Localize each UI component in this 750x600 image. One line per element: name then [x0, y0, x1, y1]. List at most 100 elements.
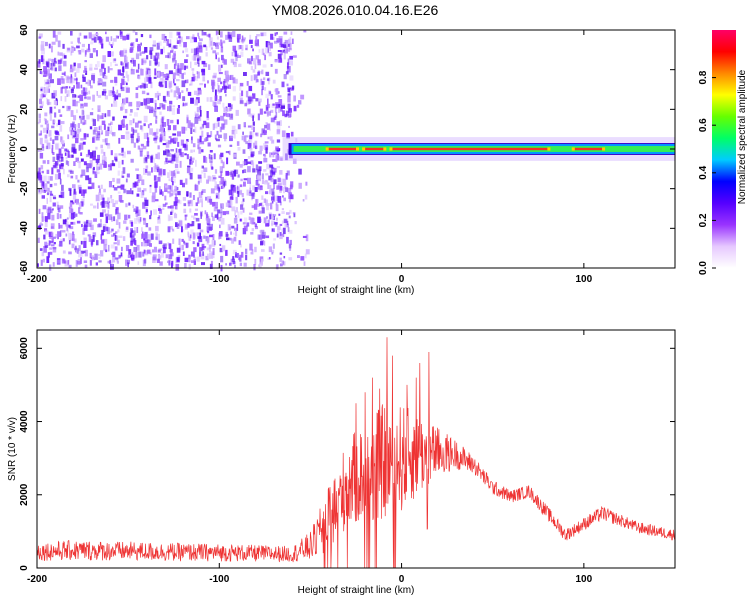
spectrogram-noise-cell — [71, 154, 74, 158]
spectrogram-noise-cell — [269, 136, 273, 141]
spectrogram-noise-cell — [59, 114, 63, 117]
spectrogram-noise-cell — [251, 205, 255, 209]
spectrogram-noise-cell — [51, 148, 54, 154]
spectrogram-noise-cell — [112, 257, 116, 263]
spectrogram-noise-cell — [129, 48, 133, 53]
spectrogram-noise-cell — [189, 156, 192, 161]
spectrogram-noise-cell — [203, 44, 207, 48]
spectrogram-noise-cell — [120, 106, 123, 111]
spectrogram-noise-cell — [152, 256, 156, 263]
spectrogram-noise-cell — [104, 201, 107, 208]
spectrogram-noise-cell — [54, 57, 57, 63]
spectrogram-noise-cell — [208, 244, 212, 249]
spectrogram-noise-cell — [41, 101, 44, 107]
spectrogram-noise-cell — [298, 182, 302, 189]
spectrogram-noise-cell — [147, 124, 150, 129]
spectrogram-noise-cell — [249, 131, 252, 137]
spectrogram-noise-cell — [214, 181, 217, 189]
spectrogram-noise-cell — [261, 89, 263, 96]
spectrogram-noise-cell — [184, 59, 188, 63]
spectrogram-x-tick-label: -100 — [209, 274, 229, 285]
spectrogram-noise-cell — [53, 119, 56, 124]
spectrogram-noise-cell — [230, 135, 234, 139]
spectrogram-noise-cell — [112, 91, 115, 98]
spectrogram-noise-cell — [43, 117, 46, 121]
spectrogram-noise-cell — [236, 141, 240, 146]
spectrogram-noise-cell — [139, 52, 142, 56]
spectrogram-noise-cell — [216, 31, 219, 35]
spectrogram-noise-cell — [156, 167, 159, 173]
spectrogram-noise-cell — [91, 74, 95, 81]
spectrogram-noise-cell — [234, 264, 236, 268]
spectrogram-noise-cell — [229, 196, 234, 200]
spectrogram-noise-cell — [83, 241, 87, 248]
spectrogram-noise-cell — [197, 144, 200, 150]
spectrogram-noise-cell — [268, 103, 271, 109]
spectrogram-noise-cell — [140, 42, 142, 46]
spectrogram-noise-cell — [239, 98, 243, 104]
spectrogram-noise-cell — [242, 207, 245, 213]
spectrogram-noise-cell — [263, 77, 266, 81]
spectrogram-noise-cell — [51, 144, 54, 149]
spectrogram-noise-cell — [46, 127, 49, 134]
spectrogram-noise-cell — [84, 92, 87, 98]
spectrogram-noise-cell — [83, 110, 85, 118]
spectrogram-noise-cell — [210, 42, 214, 46]
spectrogram-noise-cell — [227, 200, 230, 203]
spectrogram-noise-cell — [114, 246, 118, 251]
spectrogram-noise-cell — [203, 138, 207, 142]
spectrogram-noise-cell — [74, 101, 78, 107]
spectrogram-noise-cell — [193, 149, 195, 153]
spectrogram-noise-cell — [133, 129, 138, 133]
spectrogram-noise-cell — [170, 205, 174, 209]
spectrogram-noise-cell — [259, 262, 262, 268]
spectrogram-noise-cell — [146, 141, 150, 147]
spectrogram-noise-cell — [163, 74, 168, 78]
spectrogram-noise-cell — [203, 167, 208, 172]
spectrogram-noise-cell — [230, 104, 233, 110]
spectrogram-noise-cell — [79, 212, 83, 215]
spectrogram-noise-cell — [141, 233, 145, 239]
spectrogram-noise-cell — [235, 215, 237, 220]
spectrogram-noise-cell — [108, 68, 113, 71]
spectrogram-noise-cell — [253, 264, 256, 271]
spectrogram-noise-cell — [160, 126, 165, 133]
spectrogram-noise-cell — [209, 150, 213, 153]
spectrogram-noise-cell — [225, 70, 229, 78]
spectrogram-noise-cell — [43, 86, 46, 94]
spectrogram-noise-cell — [225, 263, 227, 266]
spectrogram-noise-cell — [156, 53, 160, 60]
spectrogram-noise-cell — [46, 208, 50, 213]
spectrogram-noise-cell — [220, 255, 224, 263]
spectrogram-noise-cell — [116, 260, 119, 264]
spectrogram-noise-cell — [232, 171, 236, 177]
spectrogram-noise-cell — [120, 184, 125, 190]
spectrogram-noise-cell — [241, 90, 244, 96]
spectrogram-noise-cell — [259, 230, 262, 233]
spectrogram-noise-cell — [75, 175, 78, 180]
snr-x-ticks: -200 -100 0 100 — [27, 330, 593, 585]
spectrogram-noise-cell — [125, 245, 130, 252]
spectrogram-noise-cell — [157, 218, 161, 224]
spectrogram-noise-cell — [41, 251, 45, 257]
spectrogram-noise-cell — [214, 240, 216, 246]
spectrogram-noise-cell — [56, 169, 61, 173]
spectrogram-noise-cell — [80, 103, 83, 107]
spectrogram-noise-cell — [145, 157, 147, 162]
signal-peak-segment — [574, 147, 603, 151]
spectrogram-noise-cell — [67, 106, 71, 110]
spectrogram-noise-cell — [206, 212, 208, 217]
spectrogram-noise-cell — [57, 237, 59, 240]
spectrogram-noise-cell — [51, 167, 54, 175]
spectrogram-noise-cell — [257, 234, 260, 240]
spectrogram-noise-cell — [243, 225, 248, 232]
spectrogram-noise-cell — [218, 134, 222, 138]
spectrogram-noise-cell — [42, 160, 46, 164]
spectrogram-noise-cell — [170, 119, 174, 124]
spectrogram-noise-cell — [196, 242, 200, 247]
spectrogram-noise-cell — [276, 38, 280, 43]
spectrogram-noise-cell — [121, 103, 125, 110]
spectrogram-noise-cell — [210, 47, 214, 50]
spectrogram-noise-cell — [135, 122, 139, 128]
spectrogram-noise-cell — [117, 191, 121, 194]
